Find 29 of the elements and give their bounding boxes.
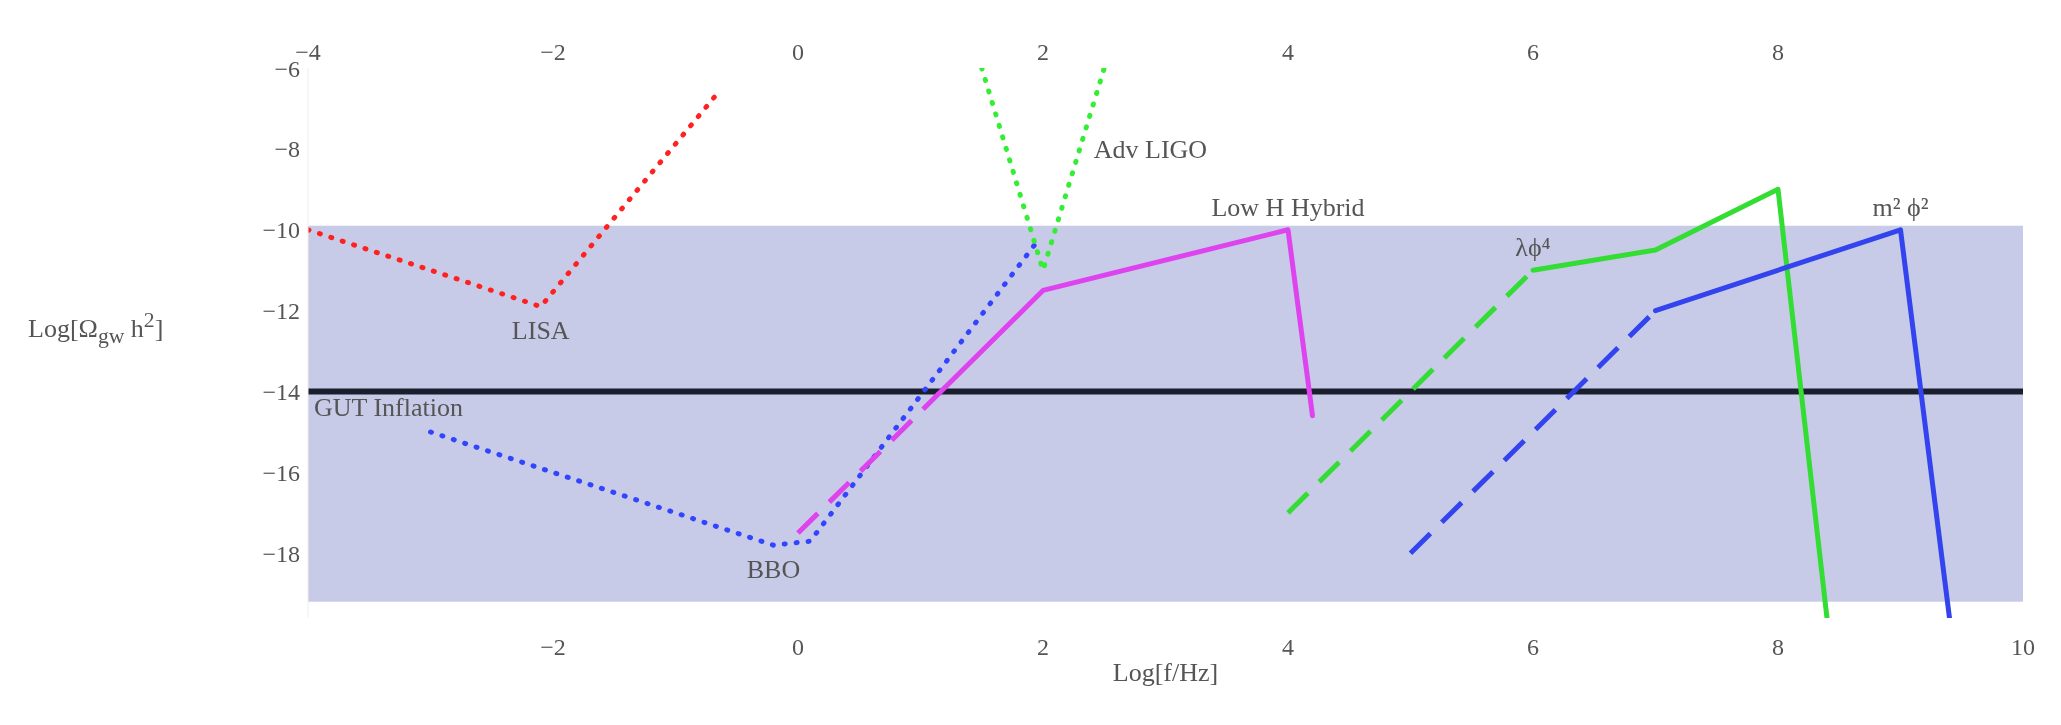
y-tick-label: −12 <box>262 298 300 325</box>
annotation: Low H Hybrid <box>1211 192 1365 222</box>
x-tick-label: −2 <box>540 634 566 661</box>
annotation: BBO <box>746 554 801 584</box>
y-tick-label: −14 <box>262 379 300 406</box>
annotation: λϕ⁴ <box>1515 233 1551 263</box>
ref-line-label: GUT Inflation <box>314 392 463 422</box>
y-tick-label: −10 <box>262 217 300 244</box>
x-axis-title: Log[f/Hz] <box>1112 658 1219 687</box>
annotation: Adv LIGO <box>1093 135 1208 165</box>
x-tick-label: 6 <box>1527 634 1539 661</box>
x-tick-label: 4 <box>1282 634 1294 661</box>
x2-tick-label: −2 <box>540 39 566 65</box>
x2-tick-label: 4 <box>1282 39 1294 65</box>
y-tick-label: −16 <box>262 459 300 486</box>
y-axis-title: Log[Ω$_{gw}$ h$^{2}$] <box>28 308 164 349</box>
y-tick-label: −18 <box>262 540 300 567</box>
x-tick-label: 10 <box>2011 634 2035 661</box>
annotation: m² ϕ² <box>1872 192 1929 222</box>
x2-tick-label: 2 <box>1037 39 1049 65</box>
y-tick-label: −6 <box>274 55 300 82</box>
y-tick-label: −8 <box>274 136 300 163</box>
x2-tick-label: 8 <box>1772 39 1784 65</box>
x-tick-label: 8 <box>1772 634 1784 661</box>
x2-tick-label: 6 <box>1527 39 1539 65</box>
x-tick-label: 2 <box>1037 634 1049 661</box>
x2-tick-label: 0 <box>792 39 804 65</box>
x-tick-label: 0 <box>792 634 804 661</box>
annotation: LISA <box>511 316 570 346</box>
